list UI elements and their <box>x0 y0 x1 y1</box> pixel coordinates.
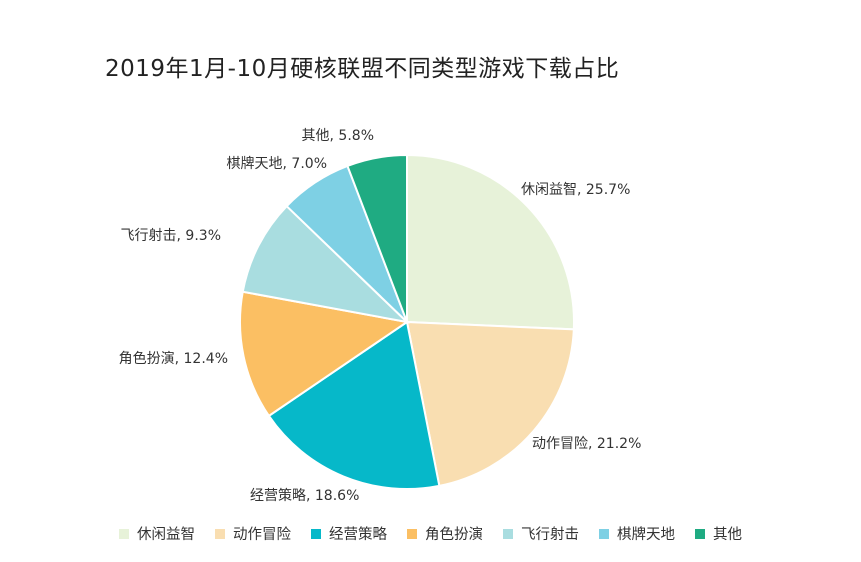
legend-item-1: 休闲益智 <box>119 523 195 544</box>
legend-swatch <box>119 528 129 539</box>
pie-slice-5 <box>241 204 411 324</box>
legend-item-2: 动作冒险 <box>215 523 291 544</box>
legend-item-7: 其他 <box>695 523 742 544</box>
slice-label-7: 其他, 5.8% <box>302 128 374 144</box>
chart-title: 2019年1月-10月硬核联盟不同类型游戏下载占比 <box>105 56 620 82</box>
pie-slice-1 <box>406 153 575 331</box>
legend-swatch <box>215 528 225 539</box>
legend-swatch <box>311 528 321 539</box>
legend-label: 经营策略 <box>329 527 387 543</box>
pie-chart: 休闲益智, 25.7% 动作冒险, 21.2% 经营策略, 18.6% 角色扮演, 1… <box>119 128 642 504</box>
slice-label-5: 飞行射击, 9.3% <box>121 228 221 244</box>
legend-swatch <box>503 528 513 539</box>
slice-label-2: 动作冒险, 21.2% <box>532 436 641 452</box>
legend-item-3: 经营策略 <box>311 523 387 544</box>
legend-label: 其他 <box>713 527 742 543</box>
legend-label: 动作冒险 <box>233 527 291 543</box>
slice-label-1: 休闲益智, 25.7% <box>521 182 630 198</box>
pie-slice-4 <box>239 290 410 418</box>
legend-swatch <box>695 528 705 539</box>
legend-label: 飞行射击 <box>521 527 579 543</box>
pie-slice-3 <box>267 320 441 490</box>
legend-label: 角色扮演 <box>425 527 483 543</box>
pie-slice-2 <box>405 320 575 488</box>
legend: 休闲益智 动作冒险 经营策略 角色扮演 飞行射击 棋牌天地 其他 <box>0 523 861 544</box>
legend-swatch <box>599 528 609 539</box>
legend-item-6: 棋牌天地 <box>599 523 675 544</box>
slice-label-3: 经营策略, 18.6% <box>250 487 359 504</box>
legend-item-4: 角色扮演 <box>407 523 483 544</box>
legend-item-5: 飞行射击 <box>503 523 579 544</box>
legend-swatch <box>407 528 417 539</box>
slice-label-6: 棋牌天地, 7.0% <box>227 155 327 172</box>
slice-label-4: 角色扮演, 12.4% <box>119 350 228 367</box>
legend-label: 棋牌天地 <box>617 527 675 543</box>
pie-slice-7 <box>346 153 408 323</box>
legend-label: 休闲益智 <box>137 527 195 543</box>
